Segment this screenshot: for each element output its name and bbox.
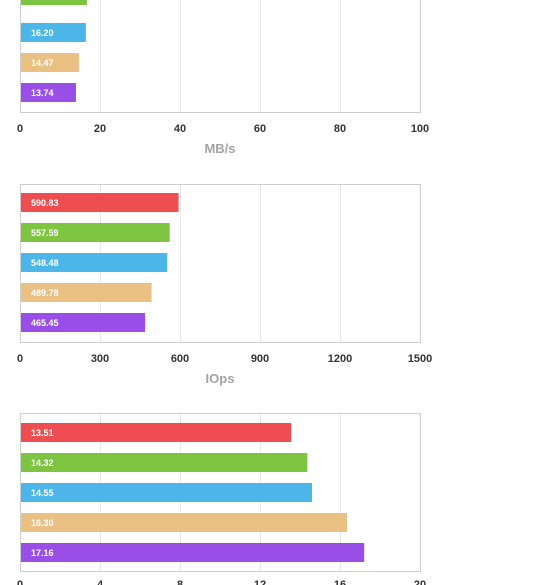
x-tick-label: 900 (251, 353, 269, 365)
x-tick-label: 600 (171, 353, 189, 365)
bar (21, 313, 146, 332)
bar (21, 483, 312, 502)
bar (21, 23, 86, 42)
bar (21, 253, 168, 272)
x-tick-label: 20 (414, 579, 426, 585)
x-tick-label: 0 (17, 123, 23, 135)
x-tick-label: 1500 (408, 353, 432, 365)
x-tick-label: 12 (254, 579, 266, 585)
bar (21, 423, 292, 442)
bar-value-label: 14.32 (31, 458, 54, 468)
bar-value-label: 590.83 (31, 198, 59, 208)
bar (21, 283, 152, 302)
chart-iops: 0 300 600 900 1200 1500 IOps 590.83 557.59 548.48… (17, 184, 432, 386)
bar (21, 83, 76, 102)
bar (21, 193, 179, 212)
bar-value-label: 548.48 (31, 258, 59, 268)
bar-value-label: 16.47 (31, 0, 54, 1)
bar-value-label: 465.45 (31, 318, 59, 328)
bar (21, 513, 347, 532)
bar (21, 453, 308, 472)
x-axis-title: IOps (206, 371, 235, 386)
x-axis-title: MB/s (204, 141, 235, 156)
chart-latency: 0 4 8 12 16 20 13.51 14.32 14.55 16.30 17.16 (17, 413, 426, 585)
bar-value-label: 557.59 (31, 228, 59, 238)
x-tick-label: 80 (334, 123, 346, 135)
x-tick-label: 300 (91, 353, 109, 365)
bar-value-label: 16.30 (31, 518, 54, 528)
bar (21, 223, 170, 242)
bar-value-label: 17.16 (31, 548, 54, 558)
x-tick-label: 1200 (328, 353, 352, 365)
x-tick-label: 0 (17, 579, 23, 585)
plot-area (20, 0, 421, 113)
x-tick-label: 16 (334, 579, 346, 585)
chart-throughput: 0 20 40 60 80 100 MB/s 16.47 16.20 14.47 13.74 (17, 0, 429, 156)
x-tick-label: 20 (94, 123, 106, 135)
x-tick-label: 60 (254, 123, 266, 135)
x-tick-label: 40 (174, 123, 186, 135)
bar (21, 543, 365, 562)
bar-value-label: 16.20 (31, 28, 54, 38)
x-tick-label: 8 (177, 579, 183, 585)
bar-value-label: 14.55 (31, 488, 54, 498)
x-tick-label: 4 (97, 579, 104, 585)
x-tick-label: 0 (17, 353, 23, 365)
bar (21, 53, 79, 72)
bar-value-label: 13.74 (31, 88, 54, 98)
x-tick-label: 100 (411, 123, 429, 135)
bar (21, 0, 87, 5)
bar-value-label: 489.78 (31, 288, 59, 298)
bar-value-label: 14.47 (31, 58, 54, 68)
bar-value-label: 13.51 (31, 428, 54, 438)
